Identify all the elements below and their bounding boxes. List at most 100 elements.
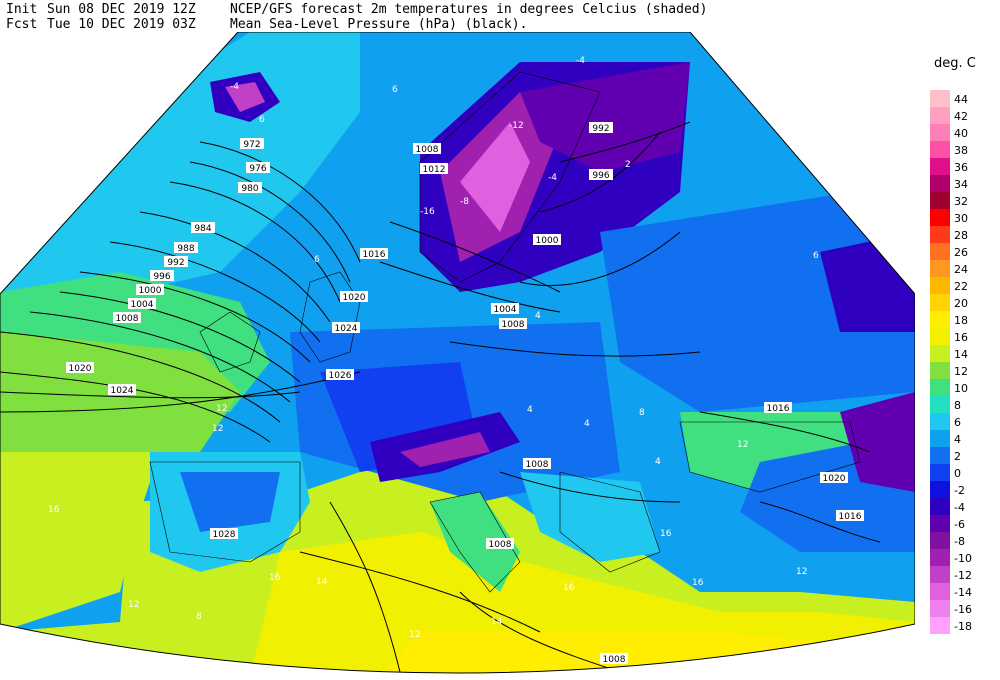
temp-label: 12 [216,404,227,414]
temp-label: -8 [460,197,469,207]
temp-label: -12 [509,121,524,131]
legend-swatch [930,566,950,583]
legend-label: -14 [954,586,972,599]
isobar-label-group: 972 976 980 984 988 992 996 1000 1004 10… [66,122,864,665]
legend-swatch [930,226,950,243]
svg-text:1008: 1008 [603,655,626,665]
legend-label: -12 [954,569,972,582]
svg-text:976: 976 [249,164,266,174]
legend-entry: 16 [930,328,1000,345]
legend-swatch [930,209,950,226]
temp-label: -4 [548,173,557,183]
legend-entry: -2 [930,481,1000,498]
temp-label: 6 [392,85,398,95]
legend-swatch [930,311,950,328]
svg-text:1016: 1016 [839,512,862,522]
svg-text:1026: 1026 [329,371,352,381]
legend-entry: -6 [930,515,1000,532]
legend-entry: 8 [930,396,1000,413]
legend-label: 16 [954,331,968,344]
legend-swatch [930,515,950,532]
legend-label: 20 [954,297,968,310]
isobar-label: 1020 [820,472,848,484]
map-border [0,32,915,674]
header-title-line1: NCEP/GFS forecast 2m temperatures in deg… [230,2,708,17]
legend-swatch [930,447,950,464]
temp-label: 8 [196,612,202,622]
isobar-label: 984 [191,222,215,234]
legend-label: -2 [954,484,965,497]
color-legend: deg. C 44 42 40 38 36 34 32 30 28 26 24 22 20 18 16 14 1… [924,56,1000,634]
isobar-label: 1020 [340,291,368,303]
isobar-label: 980 [238,182,262,194]
isobar-label: 992 [589,122,613,134]
fcst-label: Fcst [6,17,38,32]
legend-entry: 40 [930,124,1000,141]
svg-text:1020: 1020 [823,474,846,484]
legend-swatch [930,192,950,209]
legend-swatch [930,430,950,447]
temp-label: 16 [692,578,704,588]
legend-label: -16 [954,603,972,616]
legend-entry: -12 [930,566,1000,583]
legend-label: 8 [954,399,961,412]
legend-entry: 38 [930,141,1000,158]
svg-text:996: 996 [592,171,609,181]
legend-swatch [930,498,950,515]
temp-label: 14 [491,617,503,627]
legend-entry: 18 [930,311,1000,328]
isobar-label: 1026 [326,369,354,381]
header-title-line2: Mean Sea-Level Pressure (hPa) (black). [230,17,528,32]
legend-swatch [930,158,950,175]
legend-swatch [930,260,950,277]
temp-label: 6 [314,255,320,265]
isobar-label: 992 [164,256,188,268]
isobar-label: 1008 [499,318,527,330]
temp-label: 16 [563,583,575,593]
legend-swatch [930,362,950,379]
legend-entry: 24 [930,260,1000,277]
legend-label: 12 [954,365,968,378]
svg-text:1020: 1020 [69,364,92,374]
fcst-value: Tue 10 DEC 2019 03Z [47,17,196,32]
legend-entry: 4 [930,430,1000,447]
svg-text:992: 992 [167,258,184,268]
legend-entry: -10 [930,549,1000,566]
isobar-label: 996 [589,169,613,181]
isobar-label: 976 [246,162,270,174]
legend-entry: -8 [930,532,1000,549]
legend-label: 38 [954,144,968,157]
legend-label: 4 [954,433,961,446]
init-label: Init [6,2,38,17]
legend-label: -10 [954,552,972,565]
legend-swatch [930,294,950,311]
isobar-label: 1008 [113,312,141,324]
legend-swatch [930,141,950,158]
temp-label: 2 [625,160,631,170]
legend-swatch [930,481,950,498]
svg-text:1012: 1012 [423,165,446,175]
svg-text:1008: 1008 [526,460,549,470]
temp-label: 16 [660,529,672,539]
svg-text:1028: 1028 [213,530,236,540]
temp-label: 4 [584,419,590,429]
temp-label: 12 [409,630,420,640]
legend-title: deg. C [934,56,976,71]
legend-entry: -4 [930,498,1000,515]
isobar-label: 988 [174,242,198,254]
temp-label: -16 [420,207,435,217]
isobar-label: 1024 [108,384,136,396]
legend-swatch [930,277,950,294]
legend-swatch [930,379,950,396]
svg-text:992: 992 [592,124,609,134]
temp-label: 16 [48,505,60,515]
legend-entry: 32 [930,192,1000,209]
svg-text:980: 980 [241,184,258,194]
legend-swatch [930,583,950,600]
temp-label: -4 [576,56,585,66]
legend-label: 26 [954,246,968,259]
temperature-label-group: -4 -12 -4 -16 -8 -4 6 6 6 12 12 12 16 16… [48,56,819,640]
temp-label: 6 [259,115,265,125]
legend-entry: 2 [930,447,1000,464]
legend-label: 44 [954,93,968,106]
